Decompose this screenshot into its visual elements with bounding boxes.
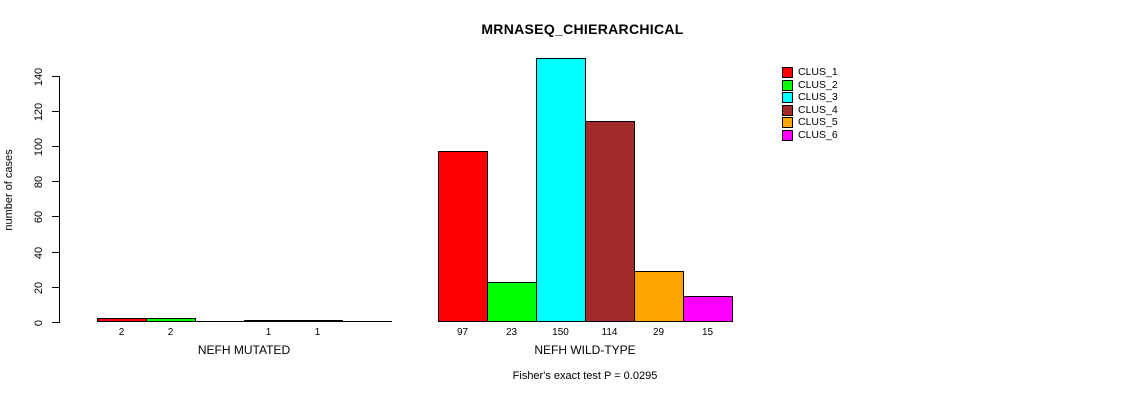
legend-label: CLUS_3 xyxy=(798,91,838,104)
legend-swatch-clus_5 xyxy=(782,117,793,129)
bar-value-label: 2 xyxy=(167,327,174,338)
bar-value-label: 15 xyxy=(701,327,714,338)
bar-value-label: 114 xyxy=(601,327,618,338)
y-tick-label: 80 xyxy=(33,175,45,188)
bar-value-label: 2 xyxy=(118,327,125,338)
bar-value-label: 1 xyxy=(265,327,272,338)
y-tick xyxy=(52,111,59,112)
legend-swatch-clus_6 xyxy=(782,130,793,141)
bar-value-label: 150 xyxy=(552,327,569,338)
bar-clus_5 xyxy=(634,271,684,322)
y-tick xyxy=(52,146,59,147)
group-label: NEFH MUTATED xyxy=(197,343,291,357)
y-axis-label: number of cases xyxy=(3,149,15,231)
y-tick-label: 20 xyxy=(33,281,45,294)
bar-clus_1 xyxy=(97,318,147,322)
bar-value-label: 29 xyxy=(652,327,665,338)
bar-clus_4 xyxy=(585,121,635,322)
legend-swatch-clus_2 xyxy=(782,79,793,91)
y-tick-label: 100 xyxy=(33,137,45,156)
legend-swatch-clus_3 xyxy=(782,92,793,104)
y-tick-label: 0 xyxy=(33,319,45,326)
y-tick-label: 140 xyxy=(33,67,45,86)
bar-clus_3 xyxy=(536,58,586,322)
y-tick-label: 120 xyxy=(33,102,45,121)
bar-clus_5 xyxy=(293,320,343,322)
legend-swatch-clus_1 xyxy=(782,67,793,78)
bar-clus_6 xyxy=(683,296,733,322)
legend-swatch-clus_4 xyxy=(782,104,793,116)
bar-clus_1 xyxy=(438,151,488,322)
y-tick xyxy=(52,322,59,323)
stat-annotation: Fisher's exact test P = 0.0295 xyxy=(512,370,658,382)
bar-value-label: 97 xyxy=(456,327,469,338)
bar-value-label: 23 xyxy=(505,327,518,338)
bar-clus_3 xyxy=(195,321,245,322)
legend-label: CLUS_1 xyxy=(798,66,838,78)
legend-label: CLUS_6 xyxy=(798,129,838,141)
bar-value-label: 1 xyxy=(314,327,321,338)
legend-label: CLUS_5 xyxy=(798,116,838,129)
legend-label: CLUS_4 xyxy=(798,103,838,116)
chart-title: MRNASEQ_CHIERARCHICAL xyxy=(481,21,684,37)
group-label: NEFH WILD-TYPE xyxy=(534,343,636,357)
y-tick xyxy=(52,216,59,217)
bar-clus_6 xyxy=(342,321,392,322)
y-tick xyxy=(52,287,59,288)
bar-clus_4 xyxy=(244,320,294,322)
y-tick-label: 40 xyxy=(33,246,45,259)
y-tick-label: 60 xyxy=(33,210,45,223)
y-axis-line xyxy=(59,76,60,323)
y-tick xyxy=(52,252,59,253)
y-tick xyxy=(52,76,59,77)
legend-label: CLUS_2 xyxy=(798,78,838,91)
y-tick xyxy=(52,181,59,182)
bar-clus_2 xyxy=(487,282,537,322)
bar-clus_2 xyxy=(146,318,196,322)
